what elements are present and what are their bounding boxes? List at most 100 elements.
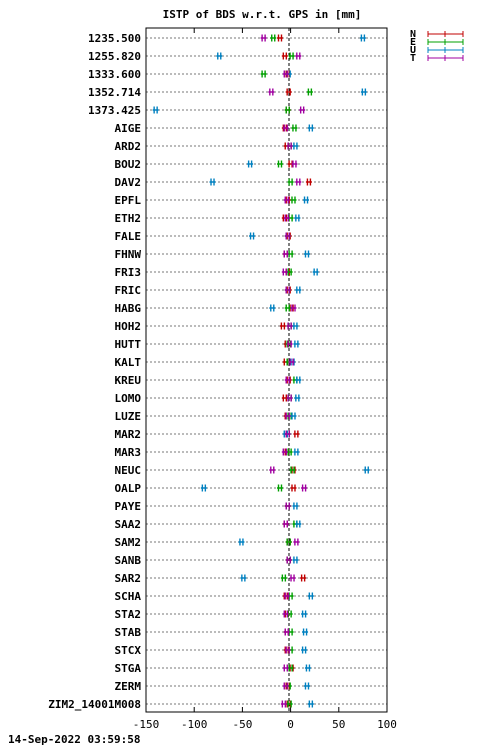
point-T — [282, 124, 289, 132]
point-T — [282, 250, 289, 258]
category-label: 1235.500 — [88, 32, 141, 45]
point-U — [303, 682, 310, 690]
point-U — [301, 610, 308, 618]
point-U — [301, 646, 308, 654]
point-T — [295, 52, 302, 60]
point-U — [360, 88, 367, 96]
grid — [146, 37, 387, 705]
category-label: ARD2 — [115, 140, 142, 153]
point-T — [281, 448, 288, 456]
point-U — [209, 178, 216, 186]
point-U — [293, 448, 300, 456]
point-U — [216, 52, 223, 60]
point-T — [284, 412, 291, 420]
point-U — [302, 628, 309, 636]
category-label: MAR2 — [115, 428, 142, 441]
category-label: NEUC — [115, 464, 142, 477]
point-T — [283, 592, 290, 600]
point-E — [306, 88, 313, 96]
category-label: STA2 — [115, 608, 142, 621]
category-label: MAR3 — [115, 446, 142, 459]
point-T — [284, 646, 291, 654]
point-E — [288, 52, 295, 60]
point-T — [282, 682, 289, 690]
point-U — [307, 592, 314, 600]
point-E — [285, 538, 292, 546]
legend-swatch-T — [427, 55, 464, 61]
point-U — [200, 484, 207, 492]
point-E — [260, 70, 267, 78]
point-T — [283, 196, 290, 204]
category-label: LOMO — [115, 392, 142, 405]
category-label: 1255.820 — [88, 50, 141, 63]
legend-label: U — [410, 45, 416, 56]
category-label: BOU2 — [115, 158, 142, 171]
category-labels: 1235.500 1255.820 1333.600 1352.714 1373.425… — [48, 32, 141, 711]
point-T — [285, 556, 292, 564]
point-N — [276, 34, 283, 42]
x-tick-label: -50 — [232, 718, 252, 731]
point-U — [295, 520, 302, 528]
legend-swatch-N — [427, 31, 464, 37]
chart-title: ISTP of BDS w.r.t. GPS in [mm] — [163, 8, 362, 21]
point-T — [284, 376, 291, 384]
x-axis-ticks: -150 -100 -50 0 50 100 — [133, 28, 397, 731]
category-label: FALE — [115, 230, 142, 243]
point-T — [299, 106, 306, 114]
point-T — [286, 142, 293, 150]
point-U — [152, 106, 159, 114]
category-label: 1352.714 — [88, 86, 141, 99]
point-U — [290, 412, 297, 420]
x-tick-label: 50 — [332, 718, 345, 731]
point-U — [292, 502, 299, 510]
point-T — [293, 538, 300, 546]
category-label: ZIM2_14001M008 — [48, 698, 141, 711]
point-E — [286, 700, 293, 708]
point-T — [280, 700, 287, 708]
point-T — [284, 286, 291, 294]
category-label: FHNW — [115, 248, 142, 261]
point-U — [292, 556, 299, 564]
category-label: AIGE — [115, 122, 142, 135]
category-label: HUTT — [115, 338, 142, 351]
category-label: SAR2 — [115, 572, 142, 585]
point-U — [307, 124, 314, 132]
point-T — [291, 160, 298, 168]
point-T — [286, 322, 293, 330]
point-E — [280, 574, 287, 582]
category-label: SANB — [115, 554, 142, 567]
point-T — [301, 484, 308, 492]
point-U — [294, 394, 301, 402]
point-T — [283, 628, 290, 636]
point-T — [281, 268, 288, 276]
point-U — [307, 700, 314, 708]
x-tick-label: 0 — [287, 718, 294, 731]
plot-frame — [145, 27, 388, 713]
category-label: SCHA — [115, 590, 142, 603]
category-label: KREU — [115, 374, 142, 387]
point-E — [287, 178, 294, 186]
point-N — [300, 574, 307, 582]
category-label: ZERM — [115, 680, 142, 693]
category-label: PAYE — [115, 500, 142, 513]
point-U — [363, 466, 370, 474]
point-U — [359, 34, 366, 42]
point-U — [295, 286, 302, 294]
point-T — [283, 214, 290, 222]
category-label: STCX — [115, 644, 142, 657]
point-T — [282, 520, 289, 528]
category-label: FRIC — [115, 284, 142, 297]
point-E — [270, 34, 277, 42]
point-N — [290, 484, 297, 492]
point-N — [279, 322, 286, 330]
category-label: HABG — [115, 302, 142, 315]
category-label: KALT — [115, 356, 142, 369]
point-N — [281, 52, 288, 60]
point-T — [290, 304, 297, 312]
legend-label: T — [410, 53, 416, 64]
category-label: OALP — [115, 482, 142, 495]
legend-swatch-U — [427, 47, 464, 53]
point-E — [291, 124, 298, 132]
